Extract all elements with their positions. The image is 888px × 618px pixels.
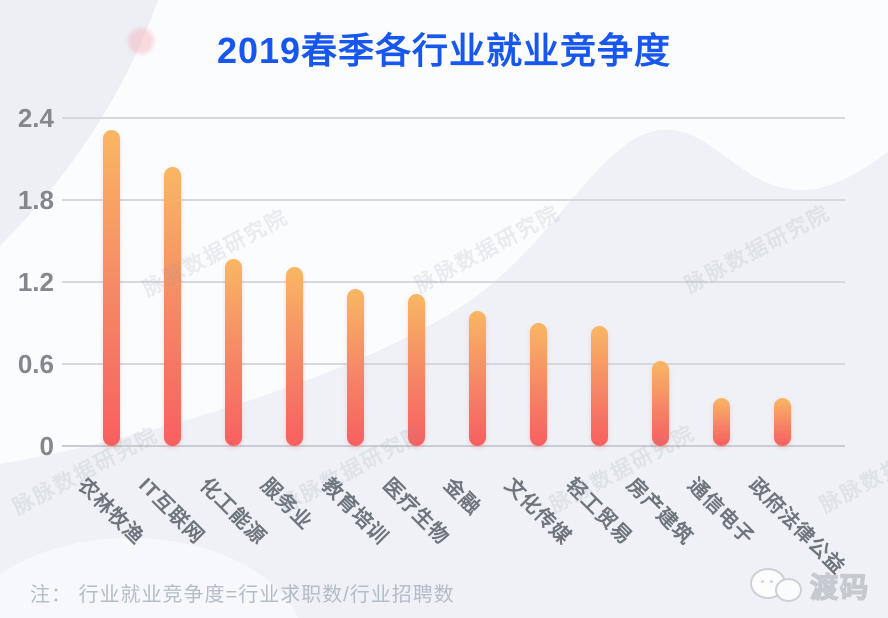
y-axis-tick-label: 1.8 (17, 185, 54, 215)
bar-8 (590, 325, 608, 446)
footnote: 注： 行业就业竞争度=行业求职数/行业招聘数 (30, 584, 455, 606)
chat-bubble-small-icon (775, 578, 802, 602)
watermark-text: 脉脉数据研究院 (139, 205, 293, 302)
bubble-eye-icon (770, 580, 773, 583)
bar-0 (102, 130, 120, 446)
bar-1 (163, 167, 181, 446)
x-axis-label-6: 金融 (439, 474, 485, 520)
watermark-text: 脉脉数据研究院 (681, 201, 835, 298)
x-axis-line (62, 445, 845, 447)
y-axis-tick-label: 2.4 (17, 103, 54, 133)
bar-11 (773, 398, 791, 446)
bar-2 (224, 258, 242, 446)
bar-9 (651, 361, 669, 446)
watermark-text: 脉脉数据研究院 (411, 201, 565, 298)
gridline (62, 363, 845, 365)
bar-6 (468, 310, 486, 446)
y-axis-tick-label: 1.2 (17, 267, 54, 297)
y-axis-tick-label: 0.6 (17, 349, 54, 379)
bubble-eye-icon (761, 580, 764, 583)
x-axis-label-1: IT互联网 (134, 474, 209, 549)
chart-title: 2019春季各行业就业竞争度 (216, 30, 672, 71)
bar-5 (407, 294, 425, 446)
y-axis-tick-label: 0 (39, 431, 54, 461)
pink-decor-blob (128, 28, 154, 54)
bar-7 (529, 323, 547, 446)
brand-name: 渡码 (809, 571, 871, 603)
bar-10 (712, 398, 730, 446)
bar-4 (346, 288, 364, 446)
brand-watermark: 渡码 (748, 564, 878, 608)
gridline (62, 199, 845, 201)
gridline (62, 281, 845, 283)
bar-3 (285, 266, 303, 446)
watermark-text: 脉脉数据研究院 (816, 421, 888, 518)
gridline (62, 117, 845, 119)
